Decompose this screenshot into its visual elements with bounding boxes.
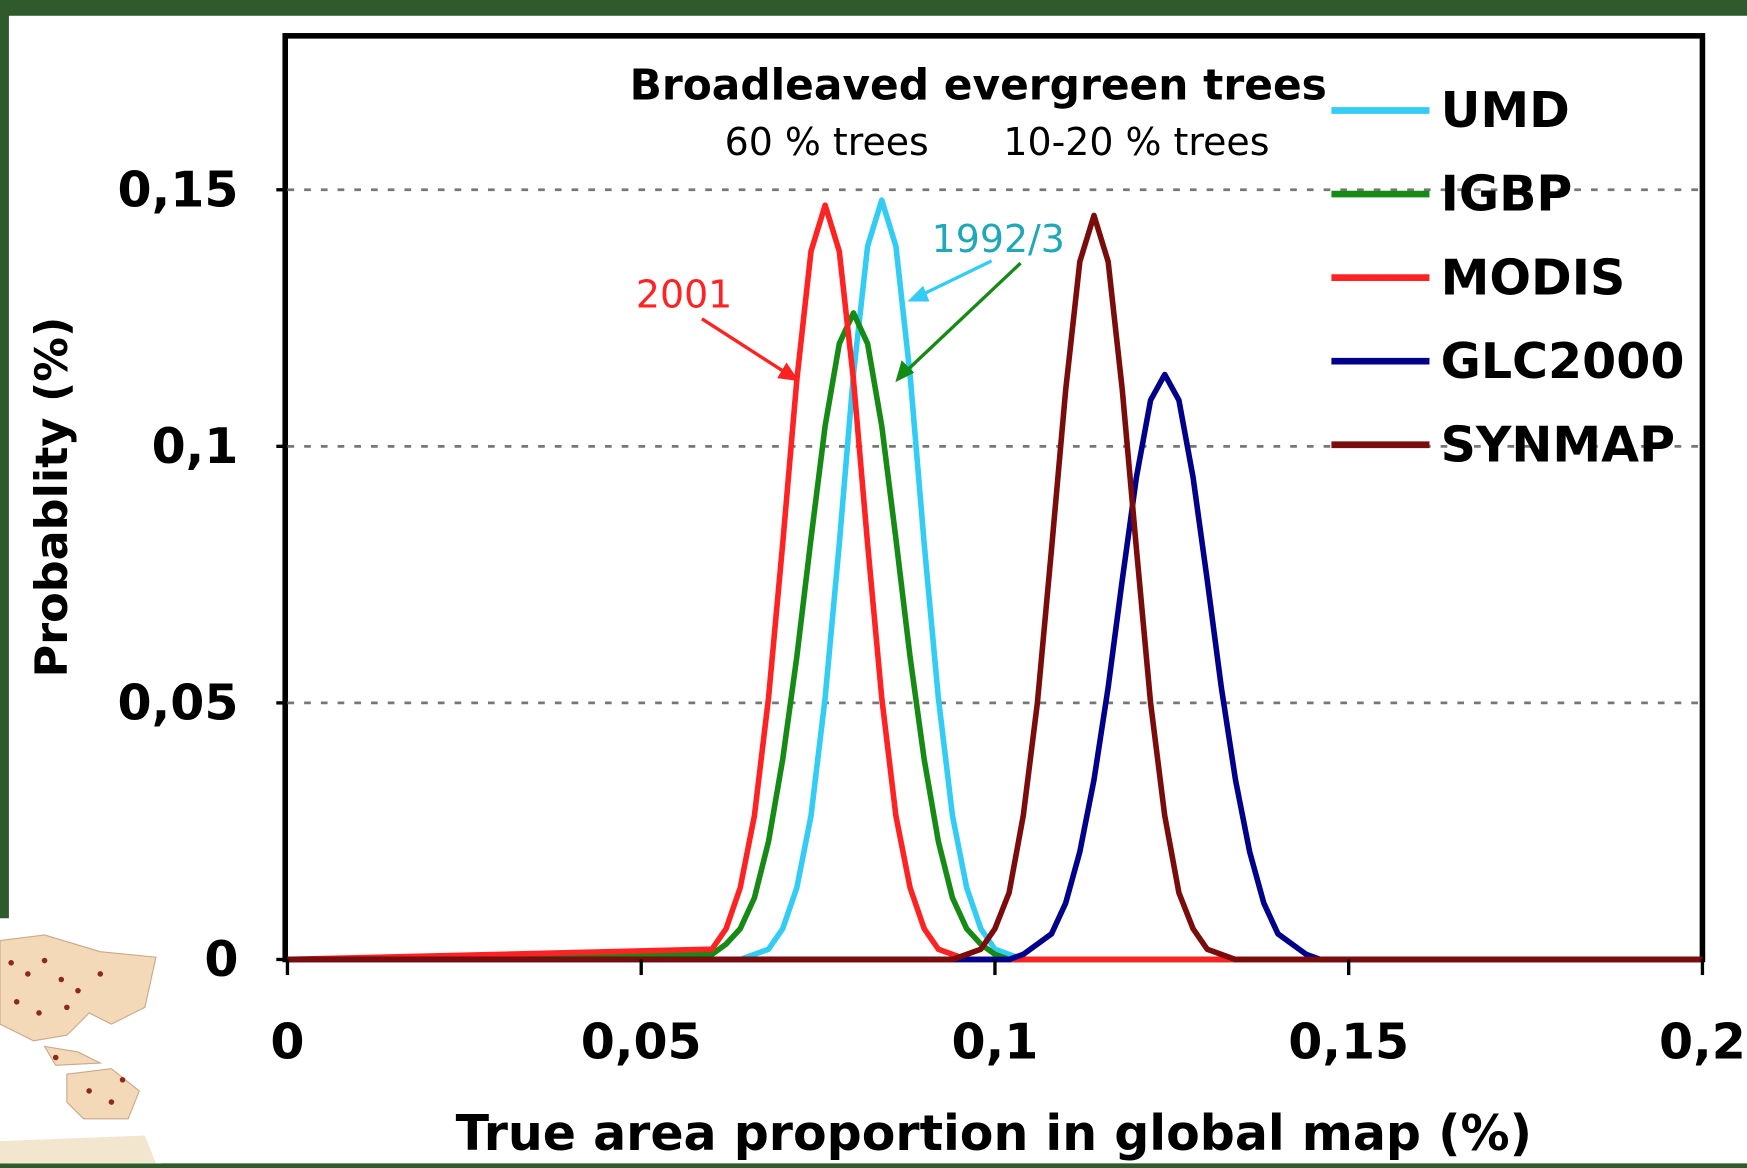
- annotation: 1992/3: [932, 217, 1065, 261]
- legend-label: UMD: [1441, 81, 1570, 139]
- chart: 0 0,05 0,1 0,15 0 0,05 0,1 0,15 0,2 Broadleaved …: [0, 0, 1747, 1168]
- y-tick-label: 0,05: [117, 674, 238, 732]
- x-tick-label: 0,05: [581, 1013, 702, 1071]
- legend-label: IGBP: [1441, 165, 1573, 223]
- chart-title: Broadleaved evergreen trees: [630, 60, 1327, 109]
- legend-label: SYNMAP: [1441, 415, 1675, 473]
- x-tick-label: 0,1: [952, 1013, 1039, 1071]
- annotation: 2001: [636, 273, 732, 317]
- y-tick-label: 0,1: [152, 417, 239, 475]
- x-axis-label: True area proportion in global map (%): [456, 1104, 1532, 1162]
- x-tick-label: 0: [270, 1013, 304, 1071]
- x-tick-label: 0,2: [1659, 1013, 1746, 1071]
- page: {"chart_data": { "type": "line", "title"…: [0, 0, 1747, 1168]
- annotation: 60 % trees: [725, 120, 929, 164]
- legend-label: GLC2000: [1441, 332, 1685, 390]
- y-tick-label: 0,15: [117, 160, 238, 218]
- legend-label: MODIS: [1441, 248, 1626, 306]
- y-tick-label: 0: [204, 930, 238, 988]
- map-thumbnail: [0, 918, 162, 1163]
- y-axis-label: Probablity (%): [26, 317, 78, 678]
- annotation: 10-20 % trees: [1003, 120, 1269, 164]
- x-tick-label: 0,15: [1288, 1013, 1409, 1071]
